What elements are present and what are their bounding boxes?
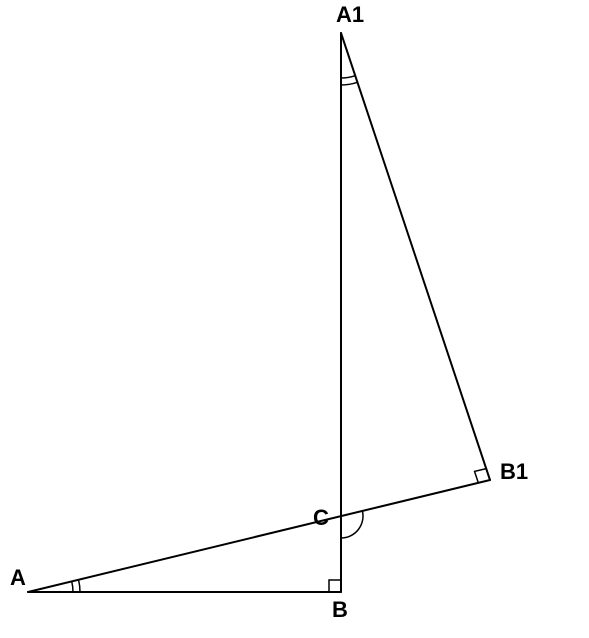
label-A: A (10, 565, 26, 591)
diagram-svg (0, 0, 589, 638)
label-B1: B1 (500, 459, 528, 485)
label-A1: A1 (336, 2, 364, 28)
geometry-diagram: A B C A1 B1 (0, 0, 589, 638)
label-B: B (332, 597, 348, 623)
label-C: C (313, 505, 329, 531)
